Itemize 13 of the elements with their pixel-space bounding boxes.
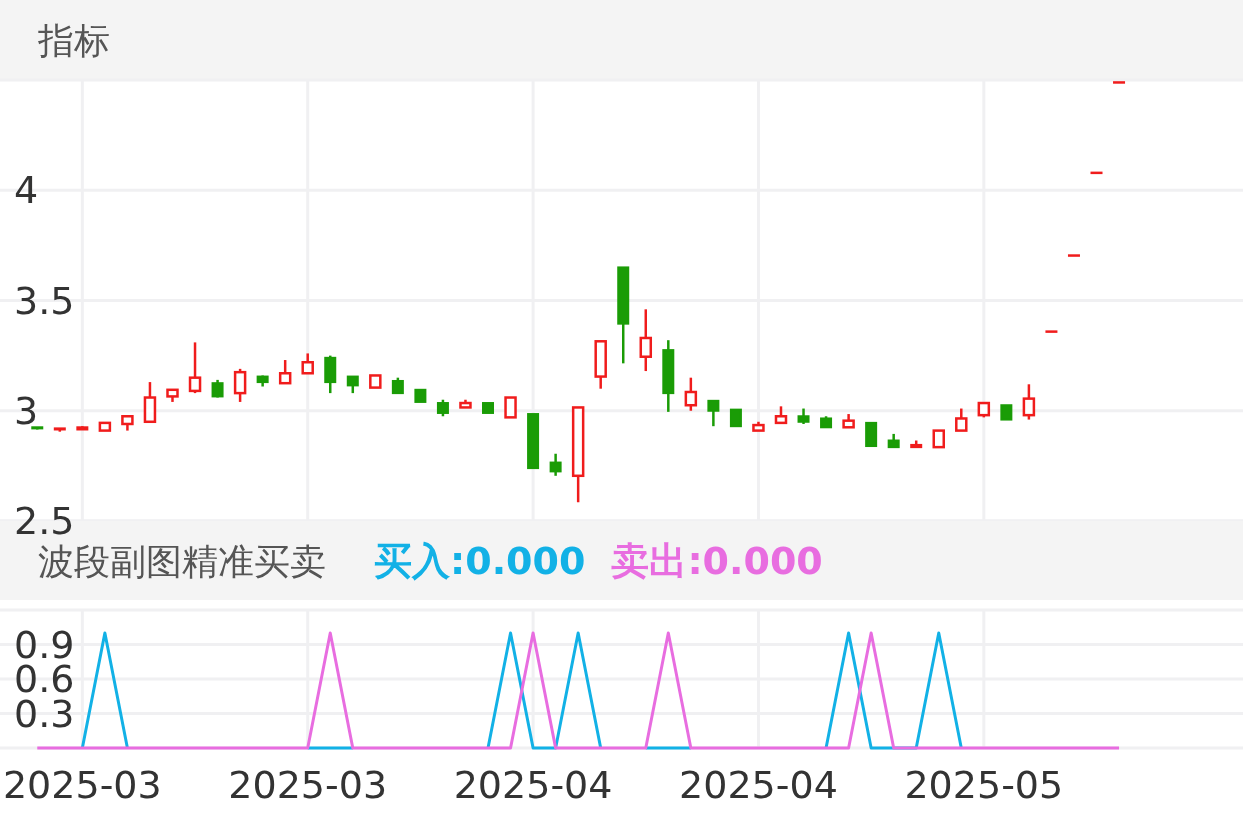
- x-tick-label: 2025-05: [904, 763, 1064, 807]
- x-tick-label: 2025-04: [679, 763, 838, 807]
- x-tick-label: 2025-03: [2, 763, 162, 807]
- chart-title: 波段副图精准买卖: [38, 540, 326, 582]
- x-tick-label: 2025-03: [228, 763, 388, 807]
- x-tick-label: 2025-04: [453, 763, 613, 807]
- y-tick-label: 4: [14, 168, 39, 213]
- y-tick-label: 3.5: [14, 278, 75, 323]
- chart-title: 指标: [37, 20, 110, 61]
- y-tick-label: 2.5: [14, 499, 75, 543]
- series-label: 买入:0.000: [374, 538, 586, 583]
- y-tick-label: 3: [14, 388, 39, 433]
- series-label: 卖出:0.000: [611, 538, 823, 583]
